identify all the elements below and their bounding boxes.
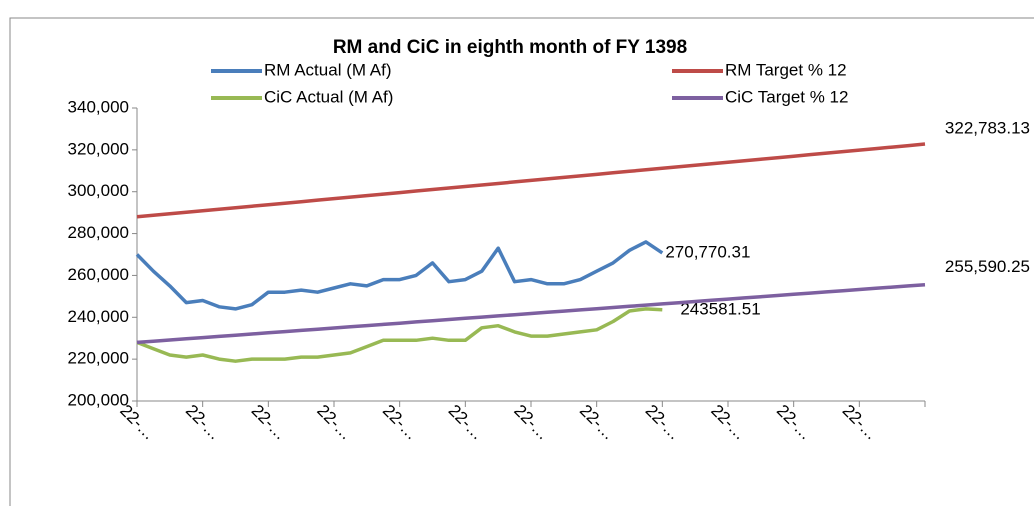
x-tick-label: 22-… [839, 401, 882, 444]
x-tick-label: 22-… [379, 401, 422, 444]
x-tick-label: 22-… [642, 401, 685, 444]
x-tick-label: 22-… [248, 401, 291, 444]
data-label: 243581.51 [680, 299, 760, 318]
legend-label: CiC Target % 12 [725, 87, 848, 106]
x-tick-label: 22-… [445, 401, 488, 444]
series-line [135, 240, 664, 311]
chart-title: RM and CiC in eighth month of FY 1398 [333, 37, 687, 58]
data-label: 270,770.31 [665, 242, 750, 261]
series-line [136, 307, 663, 363]
x-tick-label: 22-… [707, 401, 750, 444]
legend-label: RM Target % 12 [725, 60, 847, 79]
y-tick-label: 240,000 [68, 307, 129, 326]
x-tick-label: 22-… [576, 401, 619, 444]
x-tick-label: 22-… [116, 401, 159, 444]
series-line [136, 142, 926, 219]
y-tick-label: 280,000 [68, 223, 129, 242]
y-tick-label: 300,000 [68, 181, 129, 200]
x-tick-label: 22-… [510, 401, 553, 444]
y-tick-label: 340,000 [68, 97, 129, 116]
x-tick-label: 22-… [313, 401, 356, 444]
data-label: 255,590.25 [945, 257, 1030, 276]
y-tick-label: 200,000 [68, 390, 129, 409]
chart-frame [9, 17, 1034, 506]
series-line [136, 282, 926, 345]
y-tick-label: 320,000 [68, 139, 129, 158]
legend-label: CiC Actual (M Af) [264, 87, 393, 106]
y-tick-label: 220,000 [68, 349, 129, 368]
x-tick-label: 22-… [182, 401, 225, 444]
data-label: 322,783.13 [945, 119, 1030, 138]
y-tick-label: 260,000 [68, 265, 129, 284]
x-tick-label: 22-… [773, 401, 816, 444]
legend-label: RM Actual (M Af) [264, 60, 392, 79]
